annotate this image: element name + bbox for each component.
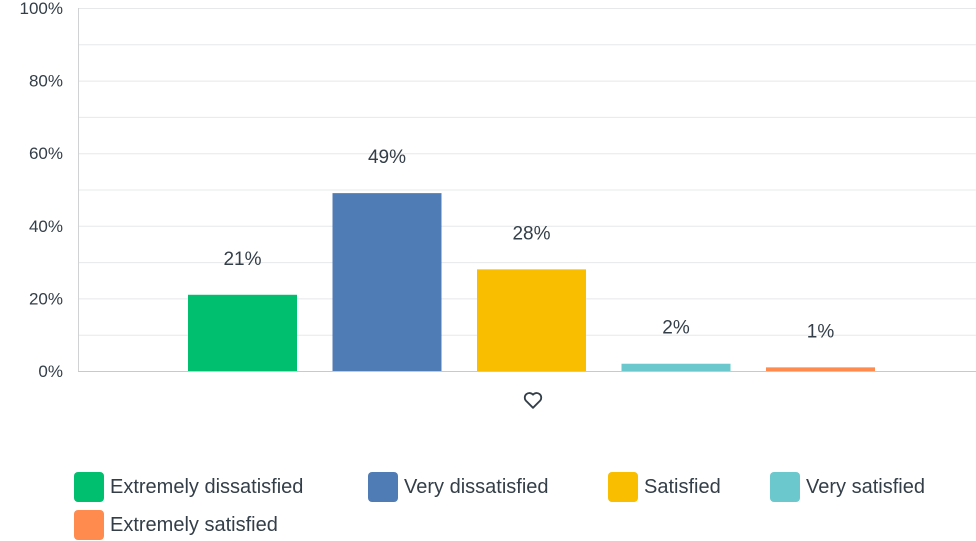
data-label: 1% <box>807 321 835 342</box>
legend-item[interactable]: Very dissatisfied <box>368 472 608 502</box>
heart-icon[interactable] <box>522 389 544 411</box>
legend-swatch <box>74 510 104 540</box>
chart-legend: Extremely dissatisfied Very dissatisfied S… <box>74 472 974 540</box>
bar <box>332 193 442 371</box>
legend-item[interactable]: Very satisfied <box>770 472 960 502</box>
legend-label: Extremely satisfied <box>110 513 278 536</box>
legend-label: Very satisfied <box>806 475 925 498</box>
data-label: 2% <box>662 318 690 339</box>
legend-label: Very dissatisfied <box>404 475 549 498</box>
legend-swatch <box>368 472 398 502</box>
legend-item[interactable]: Extremely satisfied <box>74 510 374 540</box>
legend-label: Satisfied <box>644 475 721 498</box>
y-tick-label: 80% <box>29 72 63 91</box>
y-tick-label: 60% <box>29 144 63 163</box>
legend-swatch <box>608 472 638 502</box>
legend-swatch <box>74 472 104 502</box>
y-tick-label: 100% <box>20 0 63 18</box>
data-label: 49% <box>368 147 406 168</box>
data-label: 21% <box>223 249 261 270</box>
legend-swatch <box>770 472 800 502</box>
legend-label: Extremely dissatisfied <box>110 475 304 498</box>
legend-item[interactable]: Satisfied <box>608 472 770 502</box>
y-tick-label: 0% <box>38 362 63 381</box>
y-tick-label: 40% <box>29 217 63 236</box>
bar <box>621 363 731 371</box>
legend-item[interactable]: Extremely dissatisfied <box>74 472 368 502</box>
data-label: 28% <box>512 223 550 244</box>
bar <box>477 269 586 371</box>
y-tick-label: 20% <box>29 289 63 308</box>
bar <box>766 367 875 371</box>
bar <box>188 294 297 371</box>
